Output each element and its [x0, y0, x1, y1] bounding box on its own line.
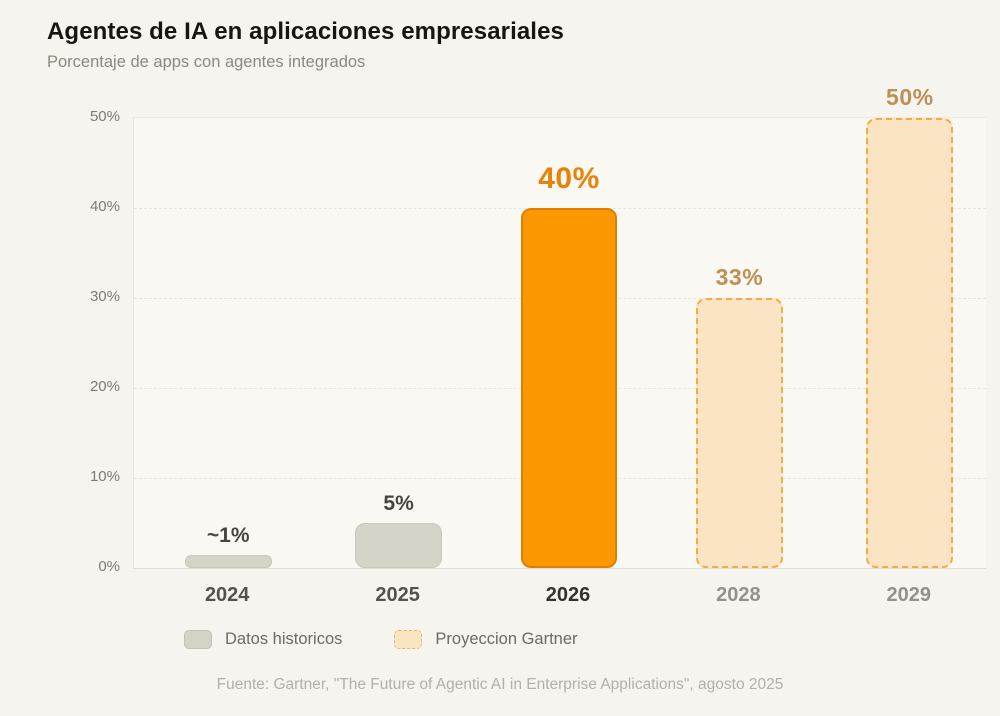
legend-item-historical: Datos historicos	[184, 630, 342, 649]
projection-swatch-icon	[394, 630, 423, 649]
y-axis-tick-0%: 0%	[98, 558, 120, 575]
y-axis-tick-50%: 50%	[89, 108, 120, 125]
legend-item-projection: Proyeccion Gartner	[394, 630, 578, 649]
chart-title: Agentes de IA en aplicaciones empresaria…	[47, 18, 564, 45]
bar-2025	[355, 523, 443, 568]
y-axis-tick-10%: 10%	[89, 468, 120, 485]
legend: Datos historicos Proyeccion Gartner	[184, 630, 578, 649]
x-axis-label-2025: 2025	[375, 584, 420, 606]
bar-2029	[866, 118, 954, 568]
legend-label-projection: Proyeccion Gartner	[435, 630, 578, 648]
bar-2024	[184, 555, 272, 568]
bar-value-label-2028: 33%	[715, 264, 764, 290]
y-axis-tick-40%: 40%	[89, 198, 120, 215]
bar-value-label-2029: 50%	[886, 84, 934, 110]
bar-value-label-2026: 40%	[538, 162, 600, 195]
source-footer: Fuente: Gartner, "The Future of Agentic …	[216, 676, 784, 693]
bar-value-label-2025: 5%	[383, 492, 414, 515]
historical-swatch-icon	[184, 630, 212, 649]
bar-2028	[695, 298, 783, 568]
x-axis-label-2024: 2024	[204, 584, 250, 606]
x-axis-label-2029: 2029	[886, 584, 932, 606]
x-axis-label-2026: 2026	[545, 584, 591, 606]
y-axis-tick-30%: 30%	[89, 288, 120, 305]
y-axis-tick-20%: 20%	[89, 378, 120, 395]
x-axis-label-2028: 2028	[716, 584, 761, 606]
bar-2026	[521, 208, 617, 568]
bar-value-label-2024: ~1%	[206, 524, 250, 548]
legend-label-historical: Datos historicos	[225, 630, 343, 648]
plot-area: ~1% 5% 40% 33% 50%	[133, 84, 986, 569]
chart-subtitle: Porcentaje de apps con agentes integrado…	[47, 53, 366, 71]
